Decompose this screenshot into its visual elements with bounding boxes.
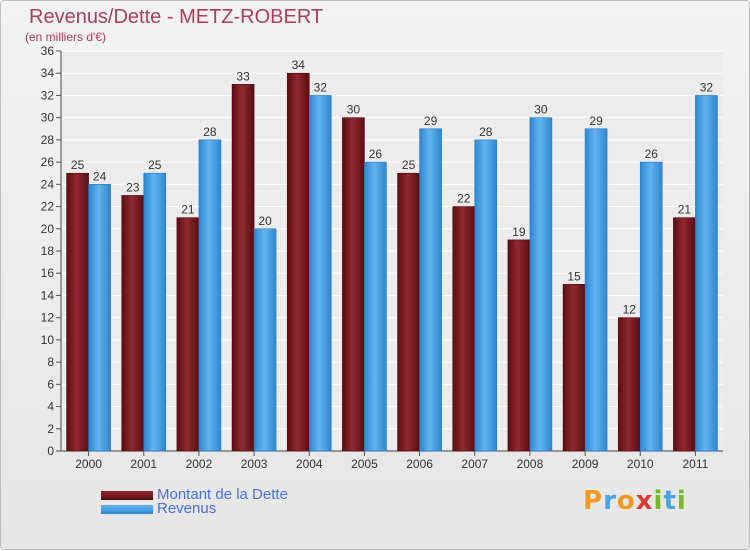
legend-label-debt: Montant de la Dette [157, 486, 288, 503]
legend-swatch-revenue [101, 505, 153, 514]
data-label-debt: 25 [402, 158, 416, 172]
data-label-revenue: 29 [589, 114, 603, 128]
x-tick-label: 2003 [241, 457, 268, 471]
data-label-debt: 15 [567, 269, 581, 283]
proxiti-logo: Proxiti [583, 486, 687, 516]
y-tick-label: 12 [41, 311, 55, 325]
data-label-revenue: 32 [314, 80, 328, 94]
data-label-revenue: 24 [93, 169, 107, 183]
chart-title: Revenus/Dette - METZ-ROBERT [29, 6, 324, 28]
x-tick-label: 2004 [296, 457, 323, 471]
bar-debt [342, 117, 365, 452]
y-tick-label: 20 [41, 222, 55, 236]
bar-revenue [253, 228, 277, 452]
bar-revenue [143, 172, 167, 452]
y-tick-label: 24 [41, 177, 55, 191]
y-tick-label: 14 [41, 288, 55, 302]
bar-debt [617, 317, 641, 452]
y-tick-label: 18 [41, 244, 55, 258]
x-tick-label: 2007 [461, 457, 488, 471]
x-tick-label: 2008 [517, 457, 544, 471]
bar-revenue [364, 161, 387, 452]
bar-debt [66, 172, 89, 452]
y-tick-label: 34 [41, 66, 55, 80]
bar-debt [562, 284, 586, 452]
data-label-debt: 12 [623, 303, 637, 317]
data-label-debt: 33 [236, 69, 250, 83]
y-tick-label: 2 [47, 422, 54, 436]
data-label-revenue: 26 [369, 147, 383, 161]
legend-swatch-debt [101, 491, 153, 500]
logo-letter: x [635, 486, 654, 516]
bar-debt [286, 72, 310, 452]
bar-debt [673, 217, 696, 452]
data-label-debt: 19 [512, 225, 526, 239]
y-tick-label: 4 [47, 400, 54, 414]
y-tick-label: 28 [41, 133, 55, 147]
logo-letter: r [603, 486, 617, 516]
bar-revenue [639, 161, 663, 452]
data-label-revenue: 25 [148, 158, 162, 172]
bar-debt [507, 239, 531, 452]
x-tick-label: 2005 [351, 457, 378, 471]
chart-subtitle: (en milliers d'€) [25, 30, 106, 44]
bar-revenue [198, 139, 222, 452]
y-tick-label: 22 [41, 200, 55, 214]
bar-revenue [88, 184, 111, 452]
legend-label-revenue: Revenus [157, 500, 217, 517]
y-tick-label: 36 [41, 44, 55, 58]
x-tick-label: 2006 [406, 457, 433, 471]
y-tick-label: 8 [47, 355, 54, 369]
logo-letter: t [663, 486, 677, 516]
bar-revenue [695, 95, 718, 452]
data-label-revenue: 32 [700, 80, 714, 94]
data-label-revenue: 30 [534, 103, 548, 117]
y-tick-label: 30 [41, 111, 55, 125]
data-label-debt: 30 [347, 103, 361, 117]
data-label-debt: 22 [457, 192, 471, 206]
y-tick-label: 0 [47, 444, 54, 458]
y-tick-label: 16 [41, 266, 55, 280]
y-tick-label: 32 [41, 88, 55, 102]
data-label-debt: 34 [292, 58, 306, 72]
bar-debt [121, 195, 145, 452]
bar-revenue [584, 128, 608, 452]
x-tick-label: 2000 [75, 457, 102, 471]
data-label-revenue: 26 [645, 147, 659, 161]
bar-debt [452, 206, 476, 452]
logo-letter: i [676, 486, 687, 516]
x-tick-label: 2002 [186, 457, 213, 471]
bar-debt [176, 217, 200, 452]
x-tick-label: 2001 [130, 457, 157, 471]
data-label-revenue: 29 [424, 114, 438, 128]
data-label-revenue: 28 [479, 125, 493, 139]
data-label-debt: 21 [181, 203, 195, 217]
x-tick-label: 2010 [627, 457, 654, 471]
data-label-revenue: 20 [258, 214, 272, 228]
y-tick-label: 6 [47, 377, 54, 391]
x-tick-label: 2011 [683, 457, 709, 471]
data-label-debt: 25 [71, 158, 85, 172]
logo-letter: P [583, 486, 604, 516]
x-tick-label: 2009 [572, 457, 599, 471]
bar-debt [231, 84, 255, 452]
logo-letter: o [616, 486, 636, 516]
bar-debt [397, 172, 420, 452]
data-label-revenue: 28 [203, 125, 217, 139]
data-label-debt: 23 [126, 180, 140, 194]
y-tick-label: 10 [41, 333, 55, 347]
data-label-debt: 21 [678, 203, 692, 217]
bar-revenue [419, 128, 442, 452]
bar-revenue [308, 95, 332, 452]
logo-letter: i [653, 486, 664, 516]
bar-revenue [474, 139, 498, 452]
y-tick-label: 26 [41, 155, 55, 169]
bar-revenue [529, 117, 553, 452]
